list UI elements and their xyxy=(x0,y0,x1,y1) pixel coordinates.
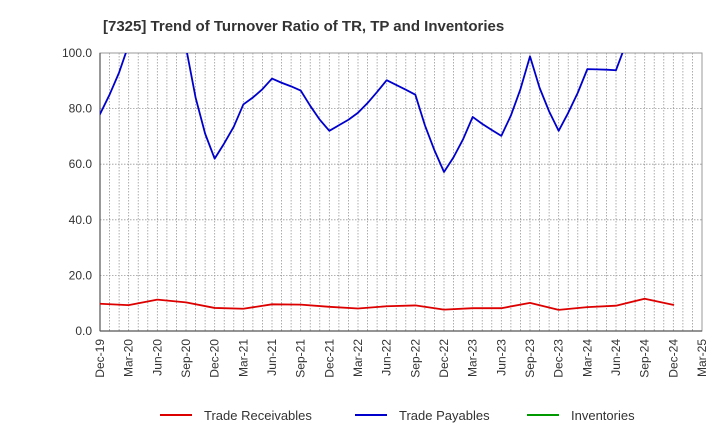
series-line-trade-receivables xyxy=(100,297,675,311)
y-tick-label: 60.0 xyxy=(69,157,93,171)
x-tick-label: Dec-19 xyxy=(93,339,107,378)
x-tick-label: Jun-22 xyxy=(380,339,394,376)
x-tick-label: Sep-20 xyxy=(179,339,193,378)
legend: Trade Receivables Trade Payables Inventori… xyxy=(160,408,635,423)
x-tick-label: Dec-20 xyxy=(208,339,222,378)
series-layer xyxy=(100,53,675,311)
x-tick-label: Mar-23 xyxy=(466,339,480,377)
legend-label-trade-receivables: Trade Receivables xyxy=(204,408,312,423)
x-tick-label: Dec-22 xyxy=(437,339,451,378)
x-tick-label: Sep-21 xyxy=(294,339,308,378)
x-tick-label: Sep-22 xyxy=(408,339,422,378)
y-tick-label: 40.0 xyxy=(69,213,93,227)
y-tick-label: 20.0 xyxy=(69,268,93,282)
x-tick-label: Mar-20 xyxy=(122,339,136,377)
y-tick-label: 0.0 xyxy=(75,324,92,338)
x-tick-labels: Dec-19 Mar-20 Jun-20 Sep-20 Dec-20 Mar-21 Jun-… xyxy=(93,339,709,378)
x-tick-label: Jun-21 xyxy=(265,339,279,376)
x-tick-label: Mar-24 xyxy=(580,339,594,377)
chart-title: [7325] Trend of Turnover Ratio of TR, TP… xyxy=(103,18,504,35)
x-tick-label: Jun-24 xyxy=(609,339,623,376)
series-line-trade-payables xyxy=(100,53,624,173)
x-tick-label: Dec-24 xyxy=(666,339,680,378)
x-tick-label: Dec-23 xyxy=(552,339,566,378)
x-tick-label: Sep-24 xyxy=(638,339,652,378)
plot-area-background xyxy=(100,53,702,331)
x-tick-label: Sep-23 xyxy=(523,339,537,378)
x-tick-label: Dec-21 xyxy=(322,339,336,378)
x-tick-label: Mar-25 xyxy=(695,339,709,377)
axes xyxy=(99,52,703,332)
x-tick-label: Mar-22 xyxy=(351,339,365,377)
x-tick-label: Jun-23 xyxy=(494,339,508,376)
x-tick-label: Jun-20 xyxy=(150,339,164,376)
y-tick-labels: 0.0 20.0 40.0 60.0 80.0 100.0 xyxy=(62,46,92,338)
legend-label-inventories: Inventories xyxy=(571,408,635,423)
y-tick-label: 80.0 xyxy=(69,102,93,116)
x-tick-label: Mar-21 xyxy=(236,339,250,377)
legend-label-trade-payables: Trade Payables xyxy=(399,408,490,423)
y-tick-label: 100.0 xyxy=(62,46,92,60)
grid-lines xyxy=(100,53,702,331)
